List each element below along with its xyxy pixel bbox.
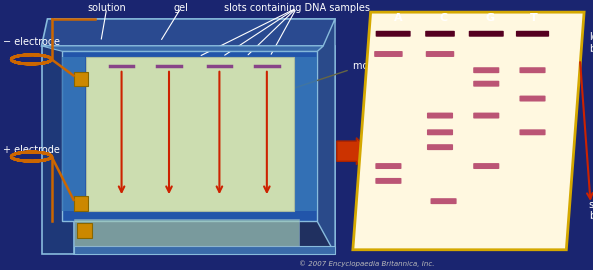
Text: © 2007 Encyclopaedia Britannica, Inc.: © 2007 Encyclopaedia Britannica, Inc. — [299, 261, 435, 267]
FancyBboxPatch shape — [62, 51, 317, 221]
FancyBboxPatch shape — [473, 81, 499, 87]
FancyBboxPatch shape — [74, 196, 88, 211]
Polygon shape — [74, 221, 335, 254]
FancyBboxPatch shape — [431, 198, 457, 204]
Text: T: T — [530, 12, 538, 23]
FancyBboxPatch shape — [427, 113, 453, 119]
FancyBboxPatch shape — [468, 31, 503, 37]
FancyBboxPatch shape — [375, 163, 401, 169]
FancyBboxPatch shape — [77, 223, 92, 238]
Polygon shape — [42, 19, 335, 46]
Text: G: G — [485, 12, 495, 23]
FancyBboxPatch shape — [473, 163, 499, 169]
FancyBboxPatch shape — [519, 67, 546, 73]
Text: shorter
bands: shorter bands — [589, 200, 593, 221]
Text: solution: solution — [87, 3, 126, 13]
FancyArrow shape — [337, 138, 369, 165]
Text: slots containing DNA samples: slots containing DNA samples — [224, 3, 369, 13]
Text: C: C — [439, 12, 448, 23]
FancyBboxPatch shape — [74, 72, 88, 86]
Text: gel: gel — [173, 3, 189, 13]
FancyBboxPatch shape — [427, 129, 453, 135]
FancyBboxPatch shape — [473, 67, 499, 73]
FancyBboxPatch shape — [519, 96, 546, 102]
FancyBboxPatch shape — [62, 57, 85, 211]
FancyBboxPatch shape — [86, 57, 294, 211]
Polygon shape — [317, 19, 335, 254]
FancyBboxPatch shape — [42, 46, 335, 254]
FancyBboxPatch shape — [375, 178, 401, 184]
Text: A: A — [394, 12, 403, 23]
Text: movement of DNA: movement of DNA — [353, 61, 443, 71]
FancyBboxPatch shape — [376, 31, 411, 37]
FancyBboxPatch shape — [374, 51, 403, 57]
FancyBboxPatch shape — [295, 57, 317, 211]
Text: longer
bands: longer bands — [589, 32, 593, 54]
Text: + electrode: + electrode — [3, 145, 60, 155]
FancyBboxPatch shape — [426, 51, 454, 57]
FancyBboxPatch shape — [425, 31, 455, 37]
FancyBboxPatch shape — [519, 129, 546, 135]
Polygon shape — [42, 46, 323, 51]
Polygon shape — [353, 12, 584, 250]
FancyBboxPatch shape — [427, 144, 453, 150]
Text: − electrode: − electrode — [3, 37, 60, 47]
Polygon shape — [74, 246, 335, 254]
FancyBboxPatch shape — [473, 113, 499, 119]
FancyBboxPatch shape — [516, 31, 549, 37]
FancyBboxPatch shape — [74, 219, 299, 246]
